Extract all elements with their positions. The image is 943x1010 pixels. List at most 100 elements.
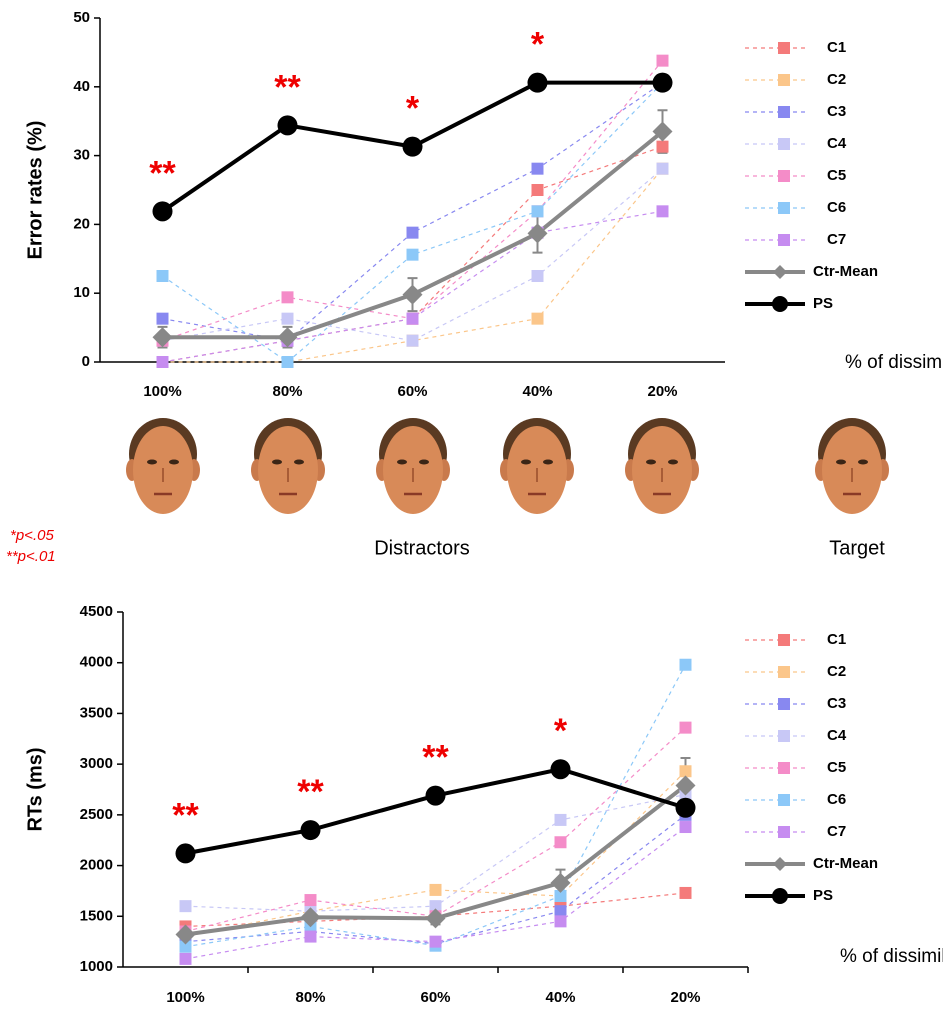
legend-marker [778, 202, 790, 214]
legend-marker [778, 666, 790, 678]
data-point [156, 270, 169, 282]
legend-label: PS [813, 887, 833, 904]
face-eye [397, 459, 407, 465]
legend-label: C2 [827, 71, 846, 88]
data-point [656, 162, 669, 175]
face-eye [646, 459, 656, 465]
significance-star: * [406, 90, 420, 128]
legend-marker [778, 42, 790, 54]
data-point [425, 785, 446, 806]
target-label: Target [829, 537, 885, 559]
data-point [527, 223, 548, 244]
data-point [679, 721, 692, 734]
data-point [652, 72, 673, 93]
data-point [304, 894, 317, 907]
y-tick-label: 3000 [80, 755, 113, 772]
face-eye [543, 459, 553, 465]
data-point [300, 820, 321, 841]
data-point [527, 72, 548, 93]
y-tick-label: 4500 [80, 603, 113, 620]
significance-star: ** [172, 796, 199, 834]
data-point [281, 312, 294, 325]
data-point [300, 907, 321, 928]
data-point [406, 312, 419, 325]
series-line [162, 82, 663, 342]
data-point [550, 759, 571, 780]
y-tick-label: 2000 [80, 857, 113, 874]
data-point [277, 327, 298, 348]
y-tick-label: 50 [73, 9, 90, 26]
data-point [656, 140, 669, 153]
y-tick-label: 20 [73, 215, 90, 232]
legend-marker [778, 826, 790, 838]
series-line [185, 727, 686, 933]
data-point [406, 226, 419, 239]
legend-marker [778, 138, 790, 150]
data-point [554, 836, 567, 849]
face-eye [294, 459, 304, 465]
data-point [179, 952, 192, 965]
x-tick-label: 20% [670, 989, 700, 1006]
data-point [679, 886, 692, 899]
data-point [652, 121, 673, 142]
legend-label: C6 [827, 791, 846, 808]
legend-label: C7 [827, 823, 846, 840]
x-tick-label: 40% [545, 989, 575, 1006]
legend-label: C3 [827, 103, 846, 120]
data-point [531, 270, 544, 282]
face-eye [836, 459, 846, 465]
significance-star: * [531, 26, 545, 64]
sig-note: **p<.01 [6, 548, 56, 565]
x-tick-label: 60% [420, 989, 450, 1006]
data-point [156, 312, 169, 325]
data-point [425, 908, 446, 929]
data-point [175, 924, 196, 945]
x-tick-label: 60% [397, 383, 427, 400]
data-point [531, 312, 544, 325]
legend-label: Ctr-Mean [813, 855, 878, 872]
legend-label: C7 [827, 231, 846, 248]
face-images [126, 418, 889, 514]
data-point [531, 162, 544, 175]
significance-star: ** [297, 773, 324, 811]
face-eye [147, 459, 157, 465]
data-point [281, 356, 294, 368]
legend-marker [772, 296, 788, 312]
data-point [179, 940, 192, 953]
data-point [531, 205, 544, 218]
legend-marker [778, 698, 790, 710]
y-tick-label: 0 [82, 353, 90, 370]
data-point [550, 872, 571, 893]
significance-star: ** [274, 68, 301, 106]
y-tick-label: 1000 [80, 958, 113, 975]
face-eye [272, 459, 282, 465]
legend-marker [773, 265, 787, 279]
series-line [185, 664, 687, 948]
data-point [679, 765, 692, 778]
series-line [185, 767, 687, 856]
data-point [175, 843, 196, 864]
x-tick-label: 20% [647, 383, 677, 400]
data-point [179, 900, 192, 913]
x-tick-label: 80% [272, 383, 302, 400]
legend-marker [772, 888, 788, 904]
x-tick-label: 80% [295, 989, 325, 1006]
x-axis-label: % of dissimilarity [845, 352, 943, 373]
x-tick-label: 100% [166, 989, 204, 1006]
data-point [152, 327, 173, 348]
x-tick-label: 100% [143, 383, 181, 400]
legend-marker [778, 634, 790, 646]
data-point [675, 775, 696, 796]
y-tick-label: 3500 [80, 704, 113, 721]
y-tick-label: 10 [73, 284, 90, 301]
y-axis-label: Error rates (%) [24, 121, 46, 260]
y-tick-label: 40 [73, 78, 90, 95]
data-point [281, 291, 294, 304]
legend-label: C4 [827, 135, 847, 152]
data-point [554, 905, 567, 918]
significance-star: * [554, 712, 568, 750]
legend-label: C3 [827, 695, 846, 712]
face-eye [858, 459, 868, 465]
y-tick-label: 1500 [80, 907, 113, 924]
